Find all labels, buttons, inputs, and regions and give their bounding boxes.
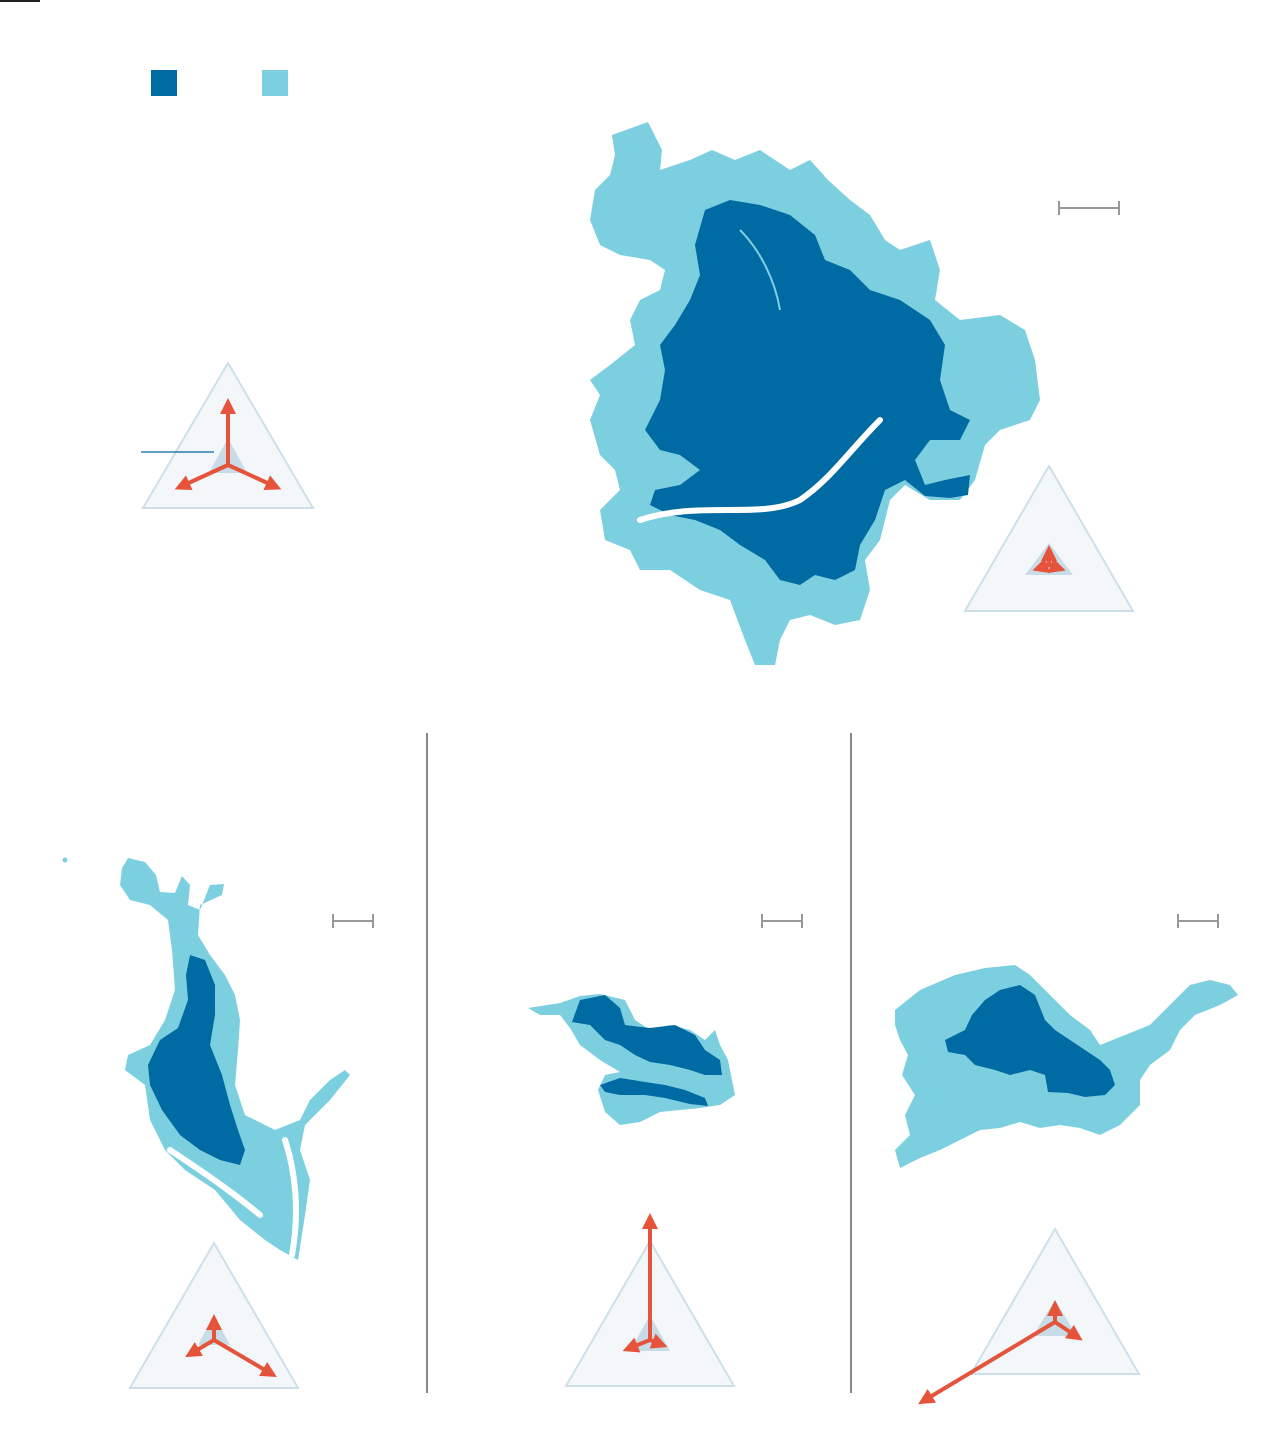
direction-arrow <box>918 1320 1057 1405</box>
built-area-south <box>600 1078 708 1106</box>
legend-swatch-expansion <box>262 70 288 96</box>
map-river-valley-city <box>62 857 374 1389</box>
triangle-diagram-east <box>918 1227 1141 1405</box>
river <box>637 417 883 523</box>
built-area <box>945 985 1115 1097</box>
direction-arrow <box>1053 1320 1083 1341</box>
triangle-diagram-icon <box>963 464 1135 612</box>
scale-bar-icon <box>1058 201 1120 215</box>
panel-divider-right <box>850 733 852 1393</box>
triangle-diagram-river <box>128 1241 300 1389</box>
direction-arrow-icon <box>1032 545 1066 574</box>
built-area <box>572 995 722 1075</box>
river-branch <box>739 229 781 311</box>
direction-arrow-icon <box>174 398 282 490</box>
triangle-diagram-small <box>564 1213 736 1387</box>
direction-arrow <box>648 1333 668 1349</box>
scale-bar-icon <box>332 914 374 928</box>
triangle-diagram-main <box>963 464 1135 612</box>
direction-arrow-icon <box>185 1314 277 1378</box>
map-main-city <box>590 122 1135 665</box>
built-area <box>148 955 245 1165</box>
direction-arrow <box>212 1338 277 1378</box>
built-area <box>645 200 970 585</box>
legend-swatch-built <box>151 70 177 96</box>
scale-bar-icon <box>1177 914 1219 928</box>
direction-arrow-icon <box>918 1300 1083 1405</box>
direction-arrow <box>185 1338 216 1358</box>
scale-bar-icon <box>761 914 803 928</box>
direction-arrow <box>622 1337 652 1353</box>
map-east-city <box>895 914 1238 1405</box>
top-rule <box>0 0 40 2</box>
map-small-city <box>528 914 803 1387</box>
river-branch <box>282 1137 299 1258</box>
direction-arrow-icon <box>622 1213 668 1353</box>
direction-arrow <box>174 463 230 490</box>
legend-triangle-diagram <box>141 361 315 509</box>
direction-arrow <box>1047 557 1066 574</box>
direction-arrow <box>226 463 282 490</box>
panel-divider-left <box>426 733 428 1393</box>
river <box>167 1147 263 1218</box>
